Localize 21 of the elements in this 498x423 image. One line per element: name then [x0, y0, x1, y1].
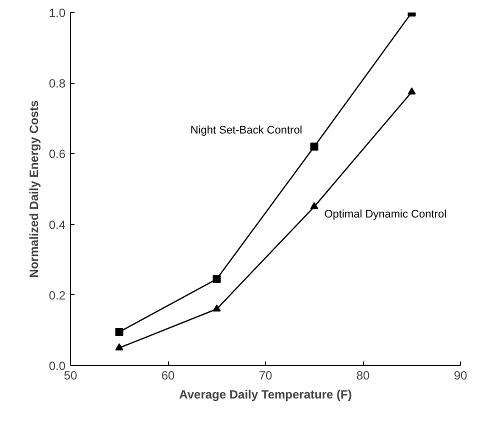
x-tick-label: 80 [356, 368, 370, 382]
point [115, 328, 124, 336]
x-tick-label: 70 [258, 368, 272, 382]
y-axis-title: Normalized Daily Energy Costs [26, 100, 41, 278]
y-tick-label: 0.2 [48, 288, 66, 302]
y-tick-label: 0.4 [48, 218, 66, 232]
x-tick-label: 50 [64, 368, 78, 382]
y-tick-label: 0.6 [48, 147, 66, 162]
y-tick-label: 1.0 [48, 6, 66, 20]
point [212, 304, 221, 312]
point [310, 142, 318, 151]
y-tick-label: 0.0 [48, 359, 66, 373]
x-axis-title: Average Daily Temperature (F) [179, 388, 352, 402]
series-label: Night Set-Back Control [190, 124, 302, 137]
x-tick-label: 90 [454, 368, 468, 382]
series-label: Optimal Dynamic Control [324, 208, 447, 221]
x-tick-label: 60 [161, 368, 175, 382]
y-tick-label: 0.8 [48, 76, 66, 91]
point [115, 343, 124, 350]
point [310, 202, 318, 210]
point [212, 275, 221, 284]
